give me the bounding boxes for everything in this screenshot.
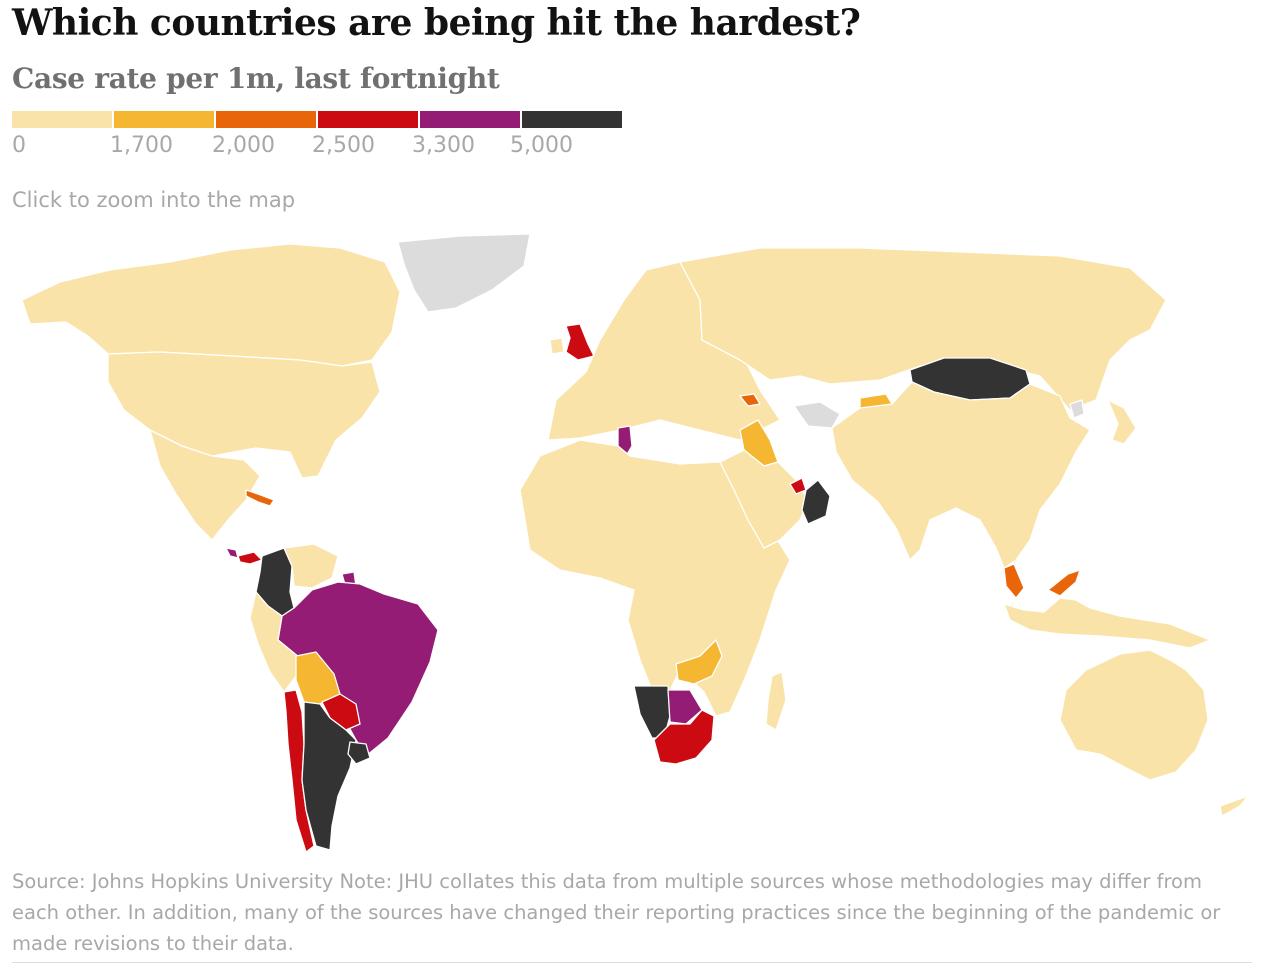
country-panama[interactable]: Panama bbox=[237, 551, 263, 565]
country-malaysia-borneo[interactable]: Malaysia bbox=[1047, 569, 1081, 597]
country-madagascar[interactable]: Madagascar bbox=[765, 671, 787, 731]
country-cuba[interactable]: Cuba bbox=[245, 489, 275, 507]
legend-label-1: 1,700 bbox=[110, 133, 173, 158]
legend-swatch-4 bbox=[420, 111, 520, 128]
legend-swatch-0 bbox=[12, 111, 112, 128]
zoom-hint: Click to zoom into the map bbox=[12, 188, 296, 212]
legend-label-3: 2,500 bbox=[312, 133, 375, 158]
country-canada[interactable]: Canada bbox=[21, 243, 401, 367]
footer-divider bbox=[12, 962, 1252, 963]
legend-swatch-5 bbox=[522, 111, 622, 128]
country-australia[interactable]: Australia bbox=[1059, 649, 1209, 781]
country-south-africa[interactable]: South Africa bbox=[653, 709, 715, 765]
country-zambia[interactable]: Zambia bbox=[675, 639, 723, 685]
country-usa[interactable]: United States bbox=[107, 351, 381, 479]
country-uruguay[interactable]: Uruguay bbox=[347, 741, 371, 765]
country-russia[interactable]: Russia bbox=[679, 247, 1167, 411]
world-map[interactable]: Canada United States Mexico Cuba Costa R… bbox=[0, 228, 1264, 864]
country-japan[interactable]: Japan bbox=[1107, 399, 1137, 445]
legend-swatch-1 bbox=[114, 111, 214, 128]
chart-subtitle: Case rate per 1m, last fortnight bbox=[12, 62, 500, 95]
legend-label-0: 0 bbox=[12, 133, 26, 158]
country-mexico[interactable]: Mexico bbox=[149, 429, 261, 541]
country-new-zealand[interactable]: New Zealand bbox=[1219, 795, 1249, 817]
legend-label-2: 2,000 bbox=[212, 133, 275, 158]
country-ireland[interactable]: Ireland bbox=[549, 337, 565, 355]
country-venezuela[interactable]: Venezuela bbox=[283, 543, 339, 589]
region-africa[interactable]: Africa bbox=[519, 439, 791, 717]
country-argentina[interactable]: Argentina bbox=[301, 701, 357, 851]
region-asia[interactable]: Asia bbox=[831, 381, 1091, 569]
chart-title: Which countries are being hit the hardes… bbox=[12, 2, 861, 44]
legend-label-5: 5,000 bbox=[510, 133, 573, 158]
country-uk[interactable]: United Kingdom bbox=[565, 323, 595, 361]
region-indonesia[interactable]: Indonesia bbox=[1003, 597, 1211, 649]
color-legend: 0 1,700 2,000 2,500 3,300 5,000 bbox=[12, 111, 624, 171]
country-costa-rica[interactable]: Costa Rica bbox=[225, 547, 239, 559]
source-note: Source: Johns Hopkins University Note: J… bbox=[12, 870, 1221, 955]
country-oman[interactable]: Oman bbox=[801, 479, 831, 525]
country-chile[interactable]: Chile bbox=[283, 689, 315, 853]
legend-swatch-3 bbox=[318, 111, 418, 128]
country-botswana[interactable]: Botswana bbox=[667, 689, 703, 725]
legend-swatch-2 bbox=[216, 111, 316, 128]
legend-label-4: 3,300 bbox=[412, 133, 475, 158]
country-greenland[interactable]: Greenland bbox=[397, 233, 531, 313]
country-north-korea[interactable]: North Korea bbox=[1069, 399, 1085, 419]
country-malaysia-peninsula[interactable]: Malaysia bbox=[1003, 563, 1025, 599]
country-turkmenistan[interactable]: Turkmenistan bbox=[793, 401, 841, 429]
country-georgia[interactable]: Georgia bbox=[739, 393, 761, 407]
